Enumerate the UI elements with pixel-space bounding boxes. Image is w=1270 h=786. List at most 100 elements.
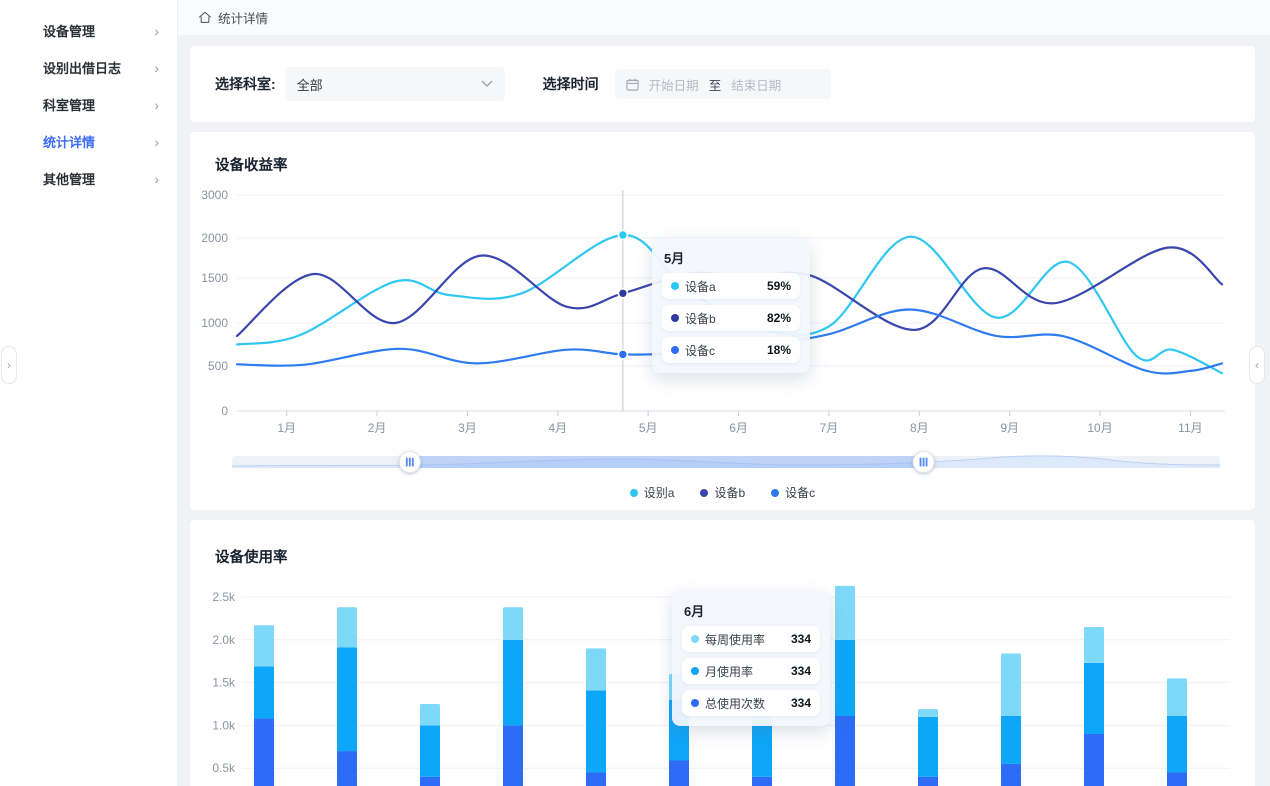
bar-segment-每周使用率-8月[interactable] bbox=[835, 585, 855, 640]
sidebar-item-lending-log[interactable]: 设别出借日志 › bbox=[0, 49, 177, 86]
legend-item[interactable]: 设备b bbox=[700, 484, 745, 501]
bar-segment-月使用率-3月[interactable] bbox=[420, 725, 440, 777]
bar-segment-月使用率-8月[interactable] bbox=[835, 639, 855, 716]
end-date-input[interactable]: 结束日期 bbox=[731, 78, 782, 93]
bar-segment-每周使用率-12月[interactable] bbox=[1167, 678, 1187, 716]
tooltip-title: 5月 bbox=[664, 251, 685, 266]
marker-dot bbox=[617, 349, 629, 360]
bar-segment-总使用次数-10月[interactable] bbox=[1001, 763, 1021, 786]
series-dot-icon bbox=[671, 314, 679, 322]
revenue-chart-title: 设备收益率 bbox=[215, 158, 288, 174]
marker-dot bbox=[617, 229, 629, 241]
bar-segment-总使用次数-5月[interactable] bbox=[586, 772, 606, 786]
bar-segment-月使用率-9月[interactable] bbox=[918, 716, 938, 777]
bar-segment-总使用次数-9月[interactable] bbox=[918, 776, 938, 786]
legend-dot-icon bbox=[771, 488, 780, 497]
bar-segment-月使用率-4月[interactable] bbox=[503, 639, 523, 726]
sidebar: 设备管理 › 设别出借日志 › 科室管理 › 统计详情 › 其他管理 › bbox=[0, 0, 178, 786]
tooltip-row: 设备a 59% bbox=[662, 273, 800, 299]
sidebar-item-label: 科室管理 bbox=[43, 98, 96, 113]
dept-select-value: 全部 bbox=[296, 77, 323, 93]
breadcrumb[interactable]: 统计详情 bbox=[198, 8, 268, 27]
usage-chart-title: 设备使用率 bbox=[215, 550, 288, 566]
legend-dot-icon bbox=[629, 488, 638, 497]
bar-segment-月使用率-10月[interactable] bbox=[1001, 715, 1021, 764]
filter-bar: 选择科室: 全部 选择时间 开始日期 至 结束日期 bbox=[190, 46, 1255, 122]
bar-segment-总使用次数-8月[interactable] bbox=[835, 715, 855, 786]
bar-segment-总使用次数-7月[interactable] bbox=[752, 776, 772, 786]
bar-segment-每周使用率-10月[interactable] bbox=[1001, 653, 1021, 716]
time-filter-label: 选择时间 bbox=[542, 76, 599, 92]
legend-label: 设别a bbox=[643, 486, 675, 500]
x-axis-label: 5月 bbox=[639, 421, 658, 435]
revenue-chart-tooltip: 5月 设备a 59% 设备b 82% 设备c 18% bbox=[652, 238, 810, 373]
chevron-right-icon: › bbox=[154, 170, 159, 187]
y-axis-label: 1500 bbox=[201, 271, 228, 285]
x-axis-label: 11月 bbox=[1178, 421, 1202, 435]
usage-chart-card: 设备使用率 2.5k 2.0k 1.5k 1.0k 0.5k 6月 每周使用率 334 … bbox=[190, 520, 1255, 786]
datazoom-selection[interactable] bbox=[409, 456, 924, 468]
y-axis-label: 500 bbox=[208, 359, 228, 373]
bar-segment-总使用次数-12月[interactable] bbox=[1167, 772, 1187, 786]
tooltip-series-name: 设备b bbox=[685, 311, 716, 326]
series-dot-icon bbox=[671, 346, 679, 354]
bar-segment-月使用率-11月[interactable] bbox=[1084, 662, 1104, 734]
datazoom-handle-right[interactable] bbox=[912, 451, 935, 473]
chevron-right-icon: › bbox=[7, 358, 11, 372]
bar-segment-总使用次数-11月[interactable] bbox=[1084, 733, 1104, 786]
bar-segment-每周使用率-5月[interactable] bbox=[586, 648, 606, 691]
tooltip-row: 每周使用率 334 bbox=[682, 626, 820, 652]
bar-segment-每周使用率-1月[interactable] bbox=[254, 625, 274, 667]
bar-segment-月使用率-2月[interactable] bbox=[337, 647, 357, 752]
start-date-input[interactable]: 开始日期 bbox=[648, 78, 699, 93]
datazoom-slider[interactable] bbox=[190, 444, 1255, 480]
datazoom-handle-left[interactable] bbox=[398, 451, 421, 473]
sidebar-item-department-management[interactable]: 科室管理 › bbox=[0, 86, 177, 123]
bar-segment-每周使用率-3月[interactable] bbox=[420, 704, 440, 726]
bar-segment-每周使用率-11月[interactable] bbox=[1084, 626, 1104, 663]
usage-bar-chart[interactable]: 2.5k 2.0k 1.5k 1.0k 0.5k bbox=[190, 575, 1255, 786]
y-axis-label: 2.0k bbox=[212, 633, 236, 647]
tooltip-series-value: 334 bbox=[790, 664, 811, 678]
legend-dot-icon bbox=[700, 488, 709, 497]
tooltip-series-value: 334 bbox=[790, 696, 811, 710]
bar-segment-月使用率-1月[interactable] bbox=[254, 666, 274, 719]
series-dot-icon bbox=[691, 667, 699, 675]
bar-segment-总使用次数-1月[interactable] bbox=[254, 718, 274, 786]
sidebar-item-other-management[interactable]: 其他管理 › bbox=[0, 160, 177, 197]
bar-segment-月使用率-5月[interactable] bbox=[586, 690, 606, 773]
marker-dot bbox=[617, 288, 629, 299]
tooltip-series-name: 每周使用率 bbox=[705, 632, 766, 647]
bar-segment-月使用率-7月[interactable] bbox=[752, 723, 772, 777]
sidebar-item-device-management[interactable]: 设备管理 › bbox=[0, 12, 177, 49]
x-axis-label: 1月 bbox=[277, 421, 296, 435]
legend-item[interactable]: 设备c bbox=[771, 484, 815, 501]
bar-segment-总使用次数-2月[interactable] bbox=[337, 751, 357, 786]
tooltip-series-name: 设备a bbox=[685, 279, 716, 294]
tooltip-series-name: 设备c bbox=[685, 343, 716, 358]
series-dot-icon bbox=[691, 699, 699, 707]
x-axis-label: 7月 bbox=[820, 421, 839, 435]
bar-segment-月使用率-12月[interactable] bbox=[1167, 715, 1187, 773]
bar-segment-每周使用率-4月[interactable] bbox=[503, 607, 523, 640]
legend-item[interactable]: 设别a bbox=[629, 484, 675, 501]
bar-segment-总使用次数-6月[interactable] bbox=[669, 760, 689, 786]
dept-select[interactable]: 全部 bbox=[284, 67, 505, 101]
date-separator: 至 bbox=[708, 78, 722, 93]
y-axis-label: 2000 bbox=[201, 231, 228, 245]
expand-left-panel-button[interactable]: › bbox=[1, 346, 17, 384]
x-axis-label: 2月 bbox=[368, 421, 387, 435]
bar-segment-总使用次数-3月[interactable] bbox=[420, 776, 440, 786]
handle-grip-icon bbox=[919, 457, 922, 467]
bar-segment-每周使用率-9月[interactable] bbox=[918, 709, 938, 717]
sidebar-item-label: 统计详情 bbox=[43, 135, 96, 150]
bar-segment-每周使用率-2月[interactable] bbox=[337, 607, 357, 648]
bar-segment-总使用次数-4月[interactable] bbox=[503, 725, 523, 786]
tooltip-row: 总使用次数 334 bbox=[682, 690, 820, 716]
home-icon bbox=[198, 11, 212, 23]
date-range-picker[interactable]: 开始日期 至 结束日期 bbox=[614, 69, 831, 99]
sidebar-item-statistics-detail[interactable]: 统计详情 › bbox=[0, 123, 177, 160]
tooltip-row: 设备b 82% bbox=[662, 305, 800, 331]
collapse-right-panel-button[interactable]: ‹ bbox=[1249, 346, 1265, 384]
